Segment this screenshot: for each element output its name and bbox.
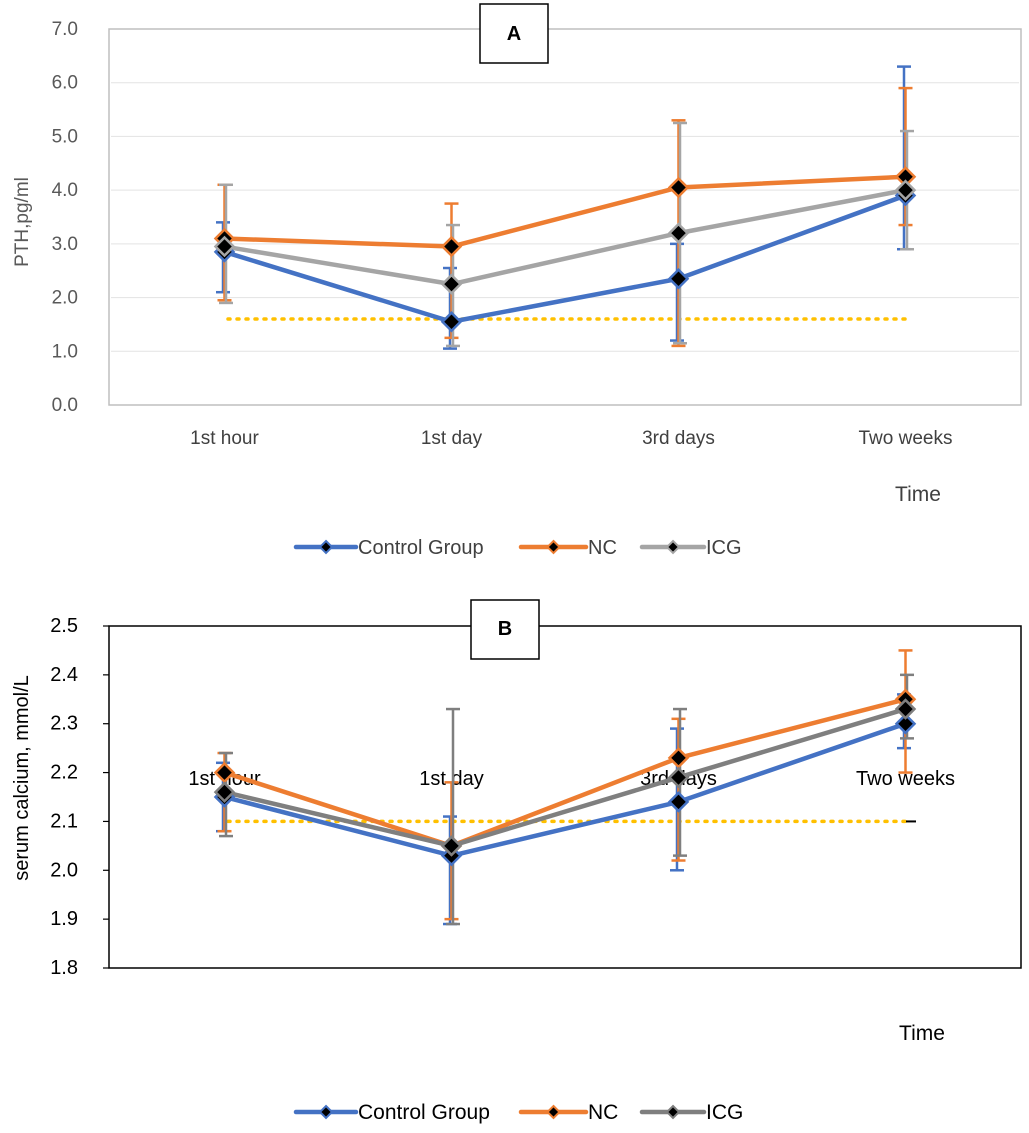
legend: Control Group NC ICG bbox=[293, 537, 742, 559]
y-tick-label: 2.0 bbox=[50, 859, 78, 881]
panel-label-box bbox=[470, 599, 540, 660]
y-tick-label: 6.0 bbox=[52, 73, 78, 94]
x-category-label: 3rd days bbox=[642, 428, 715, 449]
y-tick-label: 4.0 bbox=[52, 180, 78, 201]
legend-marker bbox=[546, 1104, 561, 1120]
y-tick-label: 1.9 bbox=[50, 908, 78, 930]
y-tick-label: 2.1 bbox=[50, 810, 78, 832]
legend-marker bbox=[665, 1104, 681, 1120]
data-point bbox=[667, 176, 690, 199]
legend-marker bbox=[665, 539, 681, 555]
y-tick-label: 0.0 bbox=[52, 395, 78, 416]
data-point bbox=[667, 268, 690, 290]
y-tick-label: 2.4 bbox=[50, 664, 78, 686]
legend: Control Group NC ICG bbox=[293, 1101, 743, 1124]
y-tick-label: 1.0 bbox=[52, 341, 78, 362]
legend-marker bbox=[546, 539, 561, 555]
series-line-nc bbox=[222, 697, 908, 849]
legend-label: NC bbox=[588, 1101, 618, 1124]
y-tick-label: 5.0 bbox=[52, 126, 78, 147]
y-tick-label: 7.0 bbox=[52, 19, 78, 40]
legend-label: Control Group bbox=[358, 537, 484, 559]
series-line-nc bbox=[222, 174, 908, 249]
data-point bbox=[213, 781, 236, 803]
x-category-label: Two weeks bbox=[856, 768, 955, 790]
data-point bbox=[667, 791, 690, 813]
data-point bbox=[667, 222, 690, 244]
y-tick-label: 3.0 bbox=[52, 234, 78, 255]
data-point bbox=[440, 235, 463, 258]
x-category-label: 1st day bbox=[421, 428, 483, 449]
legend-label: ICG bbox=[706, 537, 742, 559]
y-tick-label: 2.5 bbox=[50, 615, 78, 637]
chart-panel-a: 0.0 1.0 2.0 3.0 4.0 5.0 6.0 7.0 1st hour 1st day 3… bbox=[12, 3, 1022, 559]
legend-marker bbox=[318, 539, 334, 555]
x-category-label: 1st day bbox=[419, 768, 483, 790]
series-line-control-group bbox=[222, 193, 908, 324]
legend-marker bbox=[318, 1104, 334, 1120]
series-line-control-group bbox=[222, 721, 908, 858]
data-point bbox=[440, 835, 463, 857]
plot-frame bbox=[108, 625, 1022, 969]
series-line-icg bbox=[222, 187, 908, 287]
y-tick-label: 2.2 bbox=[50, 762, 78, 784]
x-category-label: 1st hour bbox=[190, 428, 259, 449]
panel-label-box bbox=[479, 3, 549, 64]
x-axis-title: Time bbox=[895, 483, 941, 506]
y-tick-label: 1.8 bbox=[50, 957, 78, 979]
y-axis-title: serum calcium, mmol/L bbox=[11, 675, 33, 881]
x-axis-title: Time bbox=[899, 1022, 945, 1045]
data-point bbox=[440, 273, 463, 295]
data-point bbox=[440, 310, 463, 333]
data-point bbox=[667, 766, 690, 789]
data-point bbox=[213, 235, 236, 258]
panel-label: B bbox=[498, 618, 512, 640]
series-line-icg bbox=[222, 706, 908, 849]
y-tick-label: 2.3 bbox=[50, 713, 78, 735]
data-point bbox=[894, 179, 917, 201]
y-axis-title: PTH,pg/ml bbox=[12, 177, 33, 267]
legend-label: NC bbox=[588, 537, 617, 559]
legend-label: Control Group bbox=[358, 1101, 490, 1124]
x-category-label: Two weeks bbox=[859, 428, 953, 449]
y-tick-label: 2.0 bbox=[52, 288, 78, 309]
data-point bbox=[894, 712, 917, 735]
panel-label: A bbox=[507, 23, 521, 45]
data-point bbox=[894, 698, 917, 720]
legend-label: ICG bbox=[706, 1101, 743, 1124]
